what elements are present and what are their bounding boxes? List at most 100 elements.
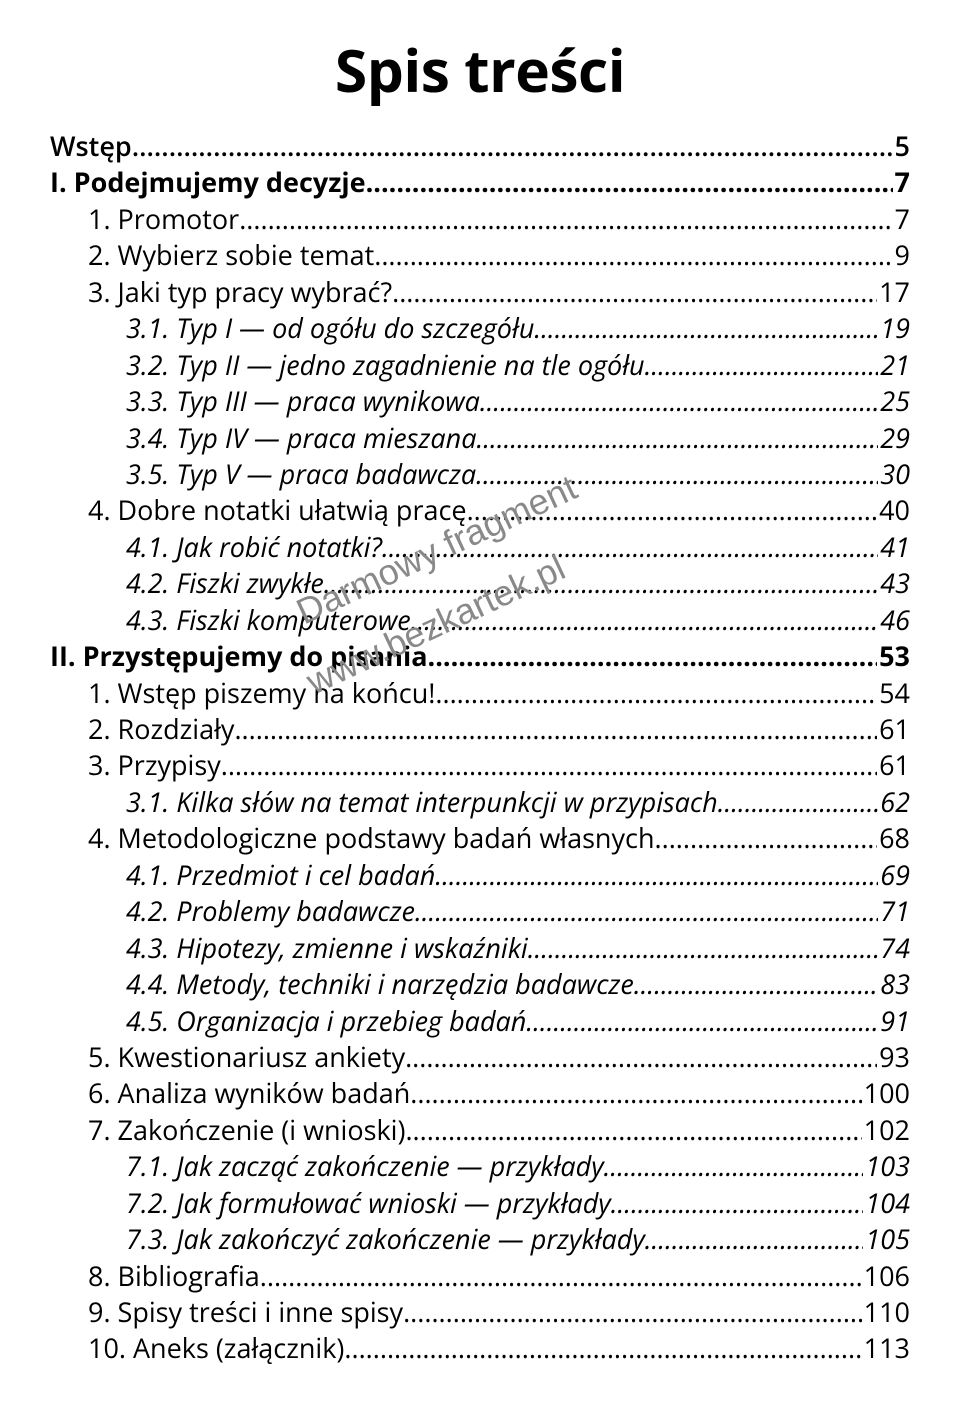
toc-leader: ........................................… <box>374 237 892 273</box>
toc-entry-label: 4.3. Hipotezy, zmienne i wskaźniki <box>126 930 528 966</box>
toc-entry: 4.2. Fiszki zwykłe......................… <box>50 565 910 601</box>
toc-leader: ........................................… <box>435 857 878 893</box>
toc-leader: ........................................… <box>476 456 878 492</box>
toc-entry-label: 4.5. Organizacja i przebieg badań <box>126 1003 526 1039</box>
toc-entry-label: 8. Bibliografia <box>88 1258 260 1294</box>
toc-entry-page: 69 <box>878 857 910 893</box>
toc-entry: 4.3. Hipotezy, zmienne i wskaźniki......… <box>50 930 910 966</box>
toc-entry-page: 103 <box>863 1148 910 1184</box>
toc-entry-label: 7.1. Jak zacząć zakończenie — przykłady <box>126 1148 604 1184</box>
toc-leader: ........................................… <box>476 420 878 456</box>
toc-leader: ........................................… <box>415 893 878 929</box>
toc-entry-page: 46 <box>878 602 910 638</box>
toc-entry-page: 7 <box>893 201 910 237</box>
toc-entry-page: 19 <box>878 310 910 346</box>
toc-entry-label: I. Podejmujemy decyzje <box>50 164 366 200</box>
table-of-contents: Wstęp...................................… <box>50 128 910 1367</box>
toc-entry-label: 4.2. Problemy badawcze <box>126 893 415 929</box>
toc-entry-label: 4. Metodologiczne podstawy badań własnyc… <box>88 820 655 856</box>
toc-entry-label: 4.3. Fiszki komputerowe <box>126 602 411 638</box>
toc-entry: 7.3. Jak zakończyć zakończenie — przykła… <box>50 1221 910 1257</box>
toc-entry-page: 21 <box>878 347 910 383</box>
toc-entry-page: 61 <box>877 747 910 783</box>
toc-entry-page: 43 <box>878 565 910 601</box>
toc-entry-page: 74 <box>878 930 910 966</box>
toc-entry: 10. Aneks (załącznik)...................… <box>50 1330 910 1366</box>
toc-entry: 3.5. Typ V — praca badawcza.............… <box>50 456 910 492</box>
toc-entry: 1. Wstęp piszemy na końcu!..............… <box>50 675 910 711</box>
toc-entry: 2. Wybierz sobie temat..................… <box>50 237 910 273</box>
toc-entry-label: 3.4. Typ IV — praca mieszana <box>126 420 476 456</box>
toc-entry-label: 3.3. Typ III — praca wynikowa <box>126 383 480 419</box>
toc-entry-label: 10. Aneks (załącznik) <box>88 1330 344 1366</box>
toc-leader: ........................................… <box>239 201 892 237</box>
toc-entry-label: 5. Kwestionariusz ankiety <box>88 1039 405 1075</box>
toc-leader: ........................................… <box>344 1330 861 1366</box>
toc-entry: 7.2. Jak formułować wnioski — przykłady.… <box>50 1185 910 1221</box>
toc-leader: ........................................… <box>428 638 878 674</box>
document-page: Spis treści Wstęp.......................… <box>0 0 960 1419</box>
toc-leader: ........................................… <box>645 1221 864 1257</box>
toc-entry: 4.5. Organizacja i przebieg badań.......… <box>50 1003 910 1039</box>
toc-leader: ........................................… <box>655 820 878 856</box>
toc-entry: 8. Bibliografia.........................… <box>50 1258 910 1294</box>
toc-leader: ........................................… <box>718 784 879 820</box>
toc-leader: ........................................… <box>411 602 879 638</box>
toc-leader: ........................................… <box>526 1003 878 1039</box>
toc-leader: ........................................… <box>611 1185 864 1221</box>
toc-entry-label: 4.1. Przedmiot i cel badań <box>126 857 435 893</box>
toc-entry: 9. Spisy treści i inne spisy............… <box>50 1294 910 1330</box>
toc-entry-label: 4.4. Metody, techniki i narzędzia badawc… <box>126 966 634 1002</box>
toc-leader: ........................................… <box>382 529 878 565</box>
toc-entry-page: 83 <box>878 966 910 1002</box>
toc-entry-page: 54 <box>877 675 910 711</box>
toc-entry: 4.2. Problemy badawcze..................… <box>50 893 910 929</box>
toc-entry-label: 1. Promotor <box>88 201 239 237</box>
toc-entry-label: 4.2. Fiszki zwykłe <box>126 565 324 601</box>
toc-entry-label: 7.3. Jak zakończyć zakończenie — przykła… <box>126 1221 645 1257</box>
toc-entry-page: 40 <box>877 492 910 528</box>
toc-entry: 5. Kwestionariusz ankiety...............… <box>50 1039 910 1075</box>
toc-entry: 6. Analiza wyników badań................… <box>50 1075 910 1111</box>
toc-entry-label: 2. Wybierz sobie temat <box>88 237 374 273</box>
toc-entry-label: II. Przystępujemy do pisania <box>50 638 428 674</box>
toc-entry: 3.4. Typ IV — praca mieszana............… <box>50 420 910 456</box>
toc-entry: 4.4. Metody, techniki i narzędzia badawc… <box>50 966 910 1002</box>
toc-entry-label: 3.1. Kilka słów na temat interpunkcji w … <box>126 784 718 820</box>
toc-entry: 4. Dobre notatki ułatwią pracę..........… <box>50 492 910 528</box>
toc-leader: ........................................… <box>324 565 878 601</box>
toc-entry-label: 3. Jaki typ pracy wybrać? <box>88 274 392 310</box>
toc-entry-page: 102 <box>862 1112 910 1148</box>
toc-entry-label: Wstęp <box>50 128 132 164</box>
toc-leader: ........................................… <box>392 274 877 310</box>
toc-entry-page: 105 <box>863 1221 910 1257</box>
toc-entry: 3. Jaki typ pracy wybrać?...............… <box>50 274 910 310</box>
toc-entry-label: 1. Wstęp piszemy na końcu! <box>88 675 435 711</box>
toc-entry: 3.3. Typ III — praca wynikowa...........… <box>50 383 910 419</box>
toc-entry-page: 41 <box>878 529 910 565</box>
toc-entry-page: 113 <box>862 1330 910 1366</box>
toc-entry-label: 3. Przypisy <box>88 747 221 783</box>
toc-leader: ........................................… <box>634 966 878 1002</box>
toc-leader: ........................................… <box>234 711 877 747</box>
toc-entry-page: 104 <box>863 1185 910 1221</box>
toc-entry-page: 53 <box>877 638 910 674</box>
toc-entry-label: 3.5. Typ V — praca badawcza <box>126 456 476 492</box>
toc-entry: 7. Zakończenie (i wnioski)..............… <box>50 1112 910 1148</box>
toc-entry: 4.3. Fiszki komputerowe.................… <box>50 602 910 638</box>
toc-leader: ........................................… <box>403 1294 862 1330</box>
toc-entry: 3. Przypisy.............................… <box>50 747 910 783</box>
toc-leader: ........................................… <box>132 128 893 164</box>
toc-entry: Wstęp...................................… <box>50 128 910 164</box>
toc-entry-page: 62 <box>878 784 910 820</box>
toc-entry: 3.2. Typ II — jedno zagadnienie na tle o… <box>50 347 910 383</box>
toc-entry-page: 100 <box>862 1075 910 1111</box>
toc-entry: 4.1. Jak robić notatki?.................… <box>50 529 910 565</box>
toc-entry-page: 29 <box>878 420 910 456</box>
toc-entry-page: 68 <box>877 820 910 856</box>
toc-entry-label: 3.1. Typ I — od ogółu do szczegółu <box>126 310 534 346</box>
toc-entry-label: 7. Zakończenie (i wnioski) <box>88 1112 405 1148</box>
toc-leader: ........................................… <box>604 1148 864 1184</box>
toc-leader: ........................................… <box>410 1075 861 1111</box>
toc-entry-page: 9 <box>893 237 910 273</box>
